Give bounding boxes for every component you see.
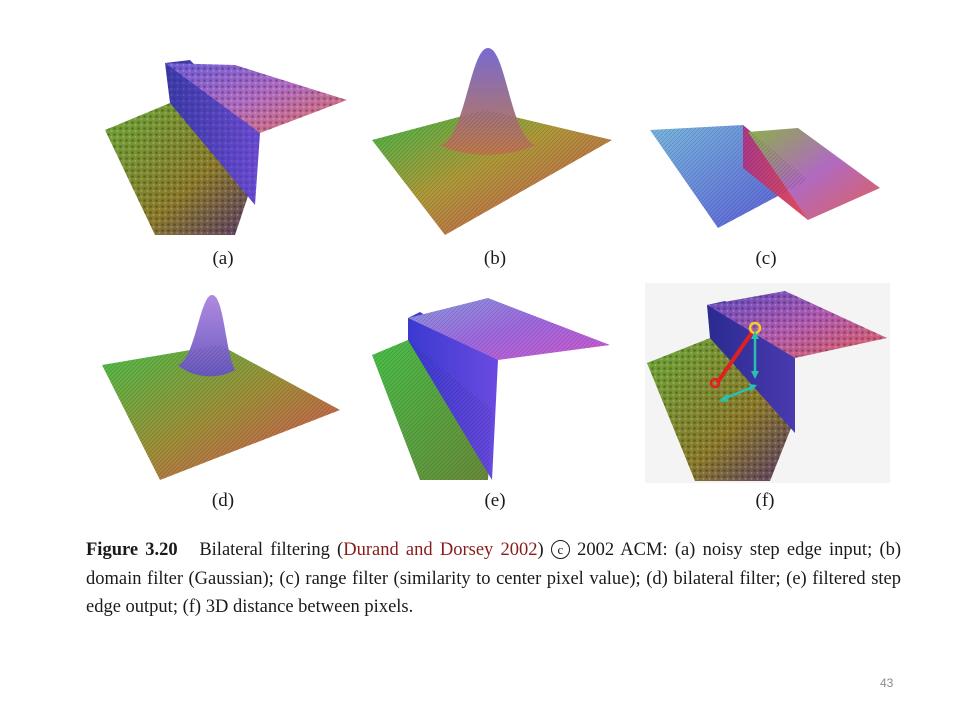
citation-link[interactable]: Durand and Dorsey 2002 — [343, 540, 538, 560]
caption-part-c: (c) range filter (similarity to center p… — [279, 568, 647, 589]
noisy-step-surface-icon — [105, 60, 347, 235]
caption-part-e: (e) filtered step edge output; — [86, 568, 901, 618]
gaussian-surface-icon — [372, 48, 612, 235]
caption-part-f: (f) 3D distance between pixels. — [182, 597, 414, 617]
bilateral-filter-surface-icon — [102, 295, 340, 480]
distance-diagram-surface-icon — [645, 283, 890, 483]
copyright-text: 2002 ACM: — [577, 540, 675, 560]
panel-f-label: (f) — [755, 490, 775, 511]
figure-number: Figure 3.20 — [86, 540, 178, 560]
panel-f-distance — [645, 283, 890, 483]
caption-title: Bilateral filtering ( — [199, 540, 344, 560]
caption-part-d: (d) bilateral filter; — [646, 568, 787, 589]
spatial-distance-arrow — [722, 385, 754, 401]
panel-d-bilateral — [100, 290, 345, 485]
range-distance-arrow — [715, 329, 755, 385]
copyright-icon: c — [550, 540, 570, 559]
caption-part-a: (a) noisy step edge input; — [674, 540, 880, 560]
panel-c-range — [648, 120, 883, 235]
panel-e-filtered — [370, 290, 615, 485]
filtered-step-surface-icon — [372, 298, 610, 480]
panel-b-gaussian — [370, 40, 615, 240]
caption-part-b: (b) domain filter (Gaussian); — [86, 540, 902, 589]
panel-a-noisy-step — [95, 55, 355, 240]
panel-c-label: (c) — [755, 248, 777, 269]
panel-e-label: (e) — [484, 490, 506, 511]
page-number: 43 — [880, 676, 894, 690]
panel-d-label: (d) — [211, 490, 235, 511]
range-filter-surface-icon — [650, 125, 880, 228]
figure-caption: Figure 3.20 Bilateral filtering (Durand … — [86, 540, 902, 618]
panel-b-label: (b) — [483, 248, 507, 269]
panel-a-label: (a) — [212, 248, 234, 269]
